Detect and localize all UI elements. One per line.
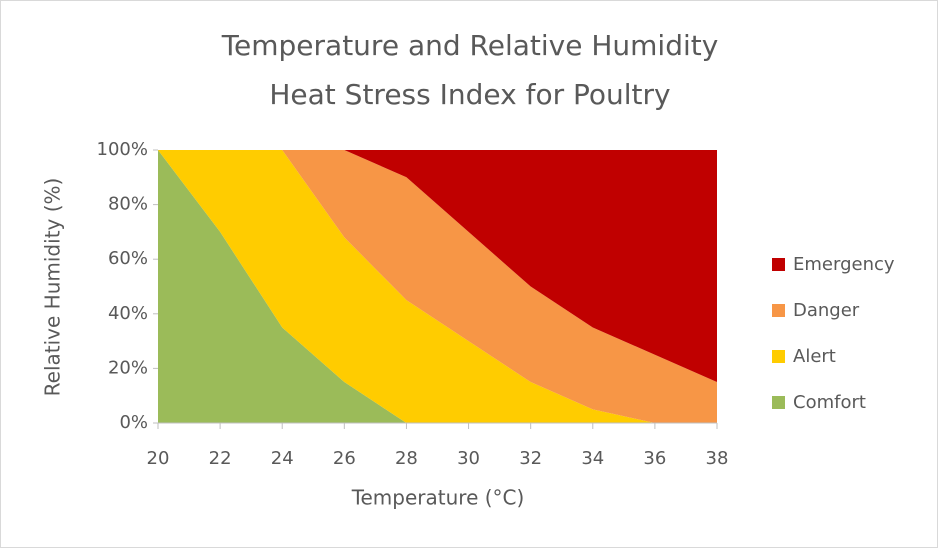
- x-tick-label: 24: [271, 448, 294, 469]
- x-tick-label: 28: [395, 448, 418, 469]
- x-tick-label: 32: [519, 448, 542, 469]
- area: [158, 150, 717, 423]
- y-tick-label: 80%: [108, 194, 148, 215]
- y-tick-label: 100%: [97, 139, 148, 160]
- x-tick-label: 30: [457, 448, 480, 469]
- legend-label: Emergency: [793, 254, 895, 275]
- x-tick-label: 36: [643, 448, 666, 469]
- legend-label: Comfort: [793, 392, 866, 413]
- chart-title: Temperature and Relative Humidity: [221, 29, 719, 62]
- legend-swatch: [772, 396, 785, 409]
- x-tick-label: 20: [147, 448, 170, 469]
- y-tick-label: 20%: [108, 357, 148, 378]
- y-axis-title: Relative Humidity (%): [41, 178, 65, 397]
- legend-label: Danger: [793, 300, 860, 321]
- legend-swatch: [772, 350, 785, 363]
- y-tick-label: 40%: [108, 303, 148, 324]
- x-tick-label: 34: [581, 448, 604, 469]
- area: [158, 150, 717, 423]
- x-tick-label: 38: [706, 448, 729, 469]
- area: [158, 150, 717, 423]
- chart-title: Heat Stress Index for Poultry: [269, 78, 670, 111]
- area: [158, 150, 717, 383]
- legend-swatch: [772, 304, 785, 317]
- legend-swatch: [772, 258, 785, 271]
- x-axis-title: Temperature (°C): [351, 486, 525, 510]
- legend-label: Alert: [793, 346, 836, 367]
- y-tick-label: 60%: [108, 248, 148, 269]
- x-tick-label: 26: [333, 448, 356, 469]
- x-tick-label: 22: [209, 448, 232, 469]
- y-tick-label: 0%: [119, 412, 148, 433]
